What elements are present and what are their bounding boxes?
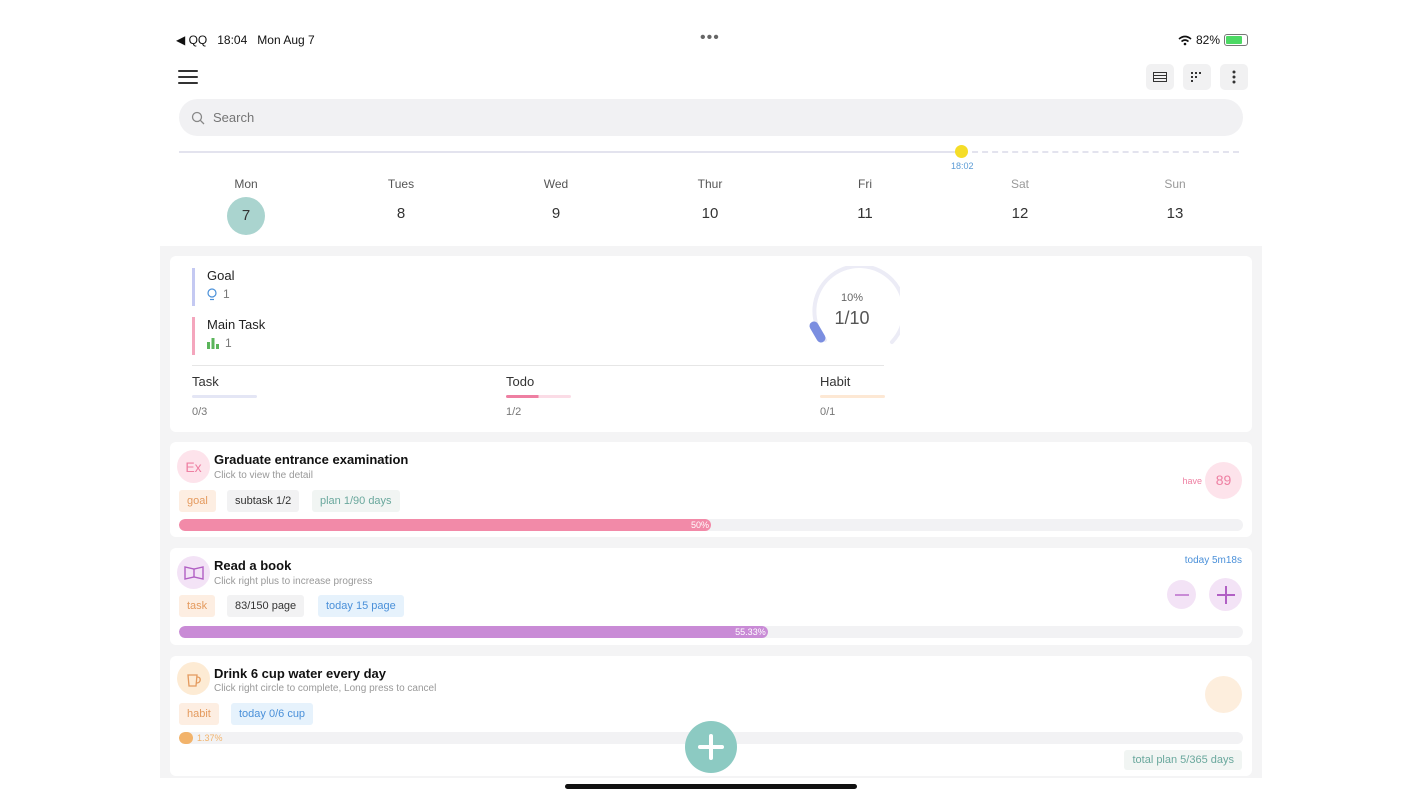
status-date: Mon Aug 7 xyxy=(257,33,315,47)
todo-stat-bar xyxy=(506,395,571,398)
item-subtitle: Click right circle to complete, Long pre… xyxy=(214,683,437,694)
status-right: 82% xyxy=(1178,33,1248,47)
habit-stat-bar xyxy=(820,395,885,398)
type-tag: task xyxy=(179,595,216,617)
plus-icon xyxy=(1216,585,1235,604)
day-fri[interactable]: Fri 11 xyxy=(857,177,873,222)
day-tues[interactable]: Tues 8 xyxy=(387,177,415,222)
plus-button[interactable] xyxy=(1209,578,1242,611)
time-spent-label: today 5m18s xyxy=(1184,555,1242,566)
current-time-label: 18:02 xyxy=(951,161,974,171)
main-task-count: 1 xyxy=(225,336,232,350)
overall-percent: 10% xyxy=(840,292,864,304)
lightbulb-icon xyxy=(207,287,217,300)
search-bar[interactable] xyxy=(179,99,1243,136)
task-stat-value: 0/3 xyxy=(192,406,208,418)
menu-icon[interactable] xyxy=(178,70,198,86)
task-stat-bar xyxy=(192,395,257,398)
habit-stat[interactable]: Habit 0/1 xyxy=(820,374,940,418)
more-options-icon[interactable] xyxy=(1220,64,1248,90)
item-title: Drink 6 cup water every day xyxy=(214,666,386,681)
day-timeline: 18:02 xyxy=(179,145,1239,171)
grid-view-icon[interactable] xyxy=(1183,64,1211,90)
day-mon[interactable]: Mon 7 xyxy=(216,177,276,235)
plus-icon xyxy=(698,734,724,760)
book-icon xyxy=(177,556,210,589)
book-progress-fill: 55.33% xyxy=(179,626,768,638)
type-tag: goal xyxy=(179,490,216,512)
book-card[interactable]: Read a book Click right plus to increase… xyxy=(170,548,1252,645)
bar-chart-icon xyxy=(207,337,219,349)
main-task-label: Main Task xyxy=(207,317,266,332)
plan-tag: plan 1/90 days xyxy=(312,490,400,512)
goal-card[interactable]: Ex Graduate entrance examination Click t… xyxy=(170,442,1252,537)
wifi-icon xyxy=(1178,35,1192,45)
status-time: 18:04 xyxy=(217,33,248,47)
pages-tag: 83/150 page xyxy=(227,595,305,617)
home-indicator[interactable] xyxy=(565,784,857,789)
overall-progress-ring: 10% 1/10 xyxy=(804,264,907,362)
item-subtitle: Click right plus to increase progress xyxy=(214,576,373,587)
habit-progress-label: 1.37% xyxy=(197,733,223,743)
minus-icon xyxy=(1174,593,1189,596)
list-view-icon[interactable] xyxy=(1146,64,1174,90)
current-time-marker xyxy=(955,145,968,158)
goal-count: 1 xyxy=(223,287,230,301)
todo-stat-value: 1/2 xyxy=(506,406,522,418)
overall-fraction: 1/10 xyxy=(834,308,870,328)
total-plan-tag: total plan 5/365 days xyxy=(1124,750,1242,770)
battery-icon xyxy=(1224,34,1248,46)
habit-progress-fill xyxy=(179,732,193,744)
goal-label: Goal xyxy=(207,268,235,283)
exam-icon: Ex xyxy=(177,450,210,483)
app-screen: ◀ QQ 18:04 Mon Aug 7 ••• 82% 18:02 Mon7 … xyxy=(160,0,1262,778)
day-sun[interactable]: Sun 13 xyxy=(1164,177,1186,222)
battery-percent: 82% xyxy=(1195,33,1220,47)
goal-summary[interactable]: Goal 1 xyxy=(192,268,234,306)
today-tag: today 15 page xyxy=(318,595,404,617)
todo-stat-label: Todo xyxy=(506,374,535,389)
search-icon xyxy=(191,111,205,124)
task-stat-label: Task xyxy=(192,374,219,389)
item-title: Graduate entrance examination xyxy=(214,452,409,467)
have-label: have xyxy=(1182,476,1202,486)
multitask-dots[interactable]: ••• xyxy=(700,29,720,46)
today-cups-tag: today 0/6 cup xyxy=(231,703,314,725)
todo-stat[interactable]: Todo 1/2 xyxy=(506,374,626,418)
task-stat[interactable]: Task 0/3 xyxy=(192,374,312,418)
add-item-button[interactable] xyxy=(685,721,737,773)
minus-button[interactable] xyxy=(1167,580,1196,609)
type-tag: habit xyxy=(179,703,219,725)
book-progress-bar: 55.33% xyxy=(179,626,1243,638)
status-left: ◀ QQ 18:04 Mon Aug 7 xyxy=(176,33,315,47)
main-task-summary[interactable]: Main Task 1 xyxy=(192,317,265,355)
back-app-link[interactable]: ◀ QQ xyxy=(176,33,208,47)
cup-icon xyxy=(177,662,210,695)
days-left-badge: 89 xyxy=(1205,462,1242,499)
item-title: Read a book xyxy=(214,558,292,573)
goal-progress-bar: 50% xyxy=(179,519,1243,531)
subtask-tag: subtask 1/2 xyxy=(227,490,300,512)
summary-card: Goal 1 Main Task 1 10% 1/10 Task xyxy=(170,256,1252,432)
habit-stat-value: 0/1 xyxy=(820,406,836,418)
summary-divider xyxy=(192,365,884,366)
complete-circle-button[interactable] xyxy=(1205,676,1242,713)
search-input[interactable] xyxy=(211,109,615,126)
day-thur[interactable]: Thur 10 xyxy=(697,177,723,222)
day-wed[interactable]: Wed 9 xyxy=(543,177,569,222)
item-subtitle: Click to view the detail xyxy=(214,470,313,481)
day-sat[interactable]: Sat 12 xyxy=(1010,177,1029,222)
goal-progress-fill: 50% xyxy=(179,519,711,531)
habit-stat-label: Habit xyxy=(820,374,851,389)
